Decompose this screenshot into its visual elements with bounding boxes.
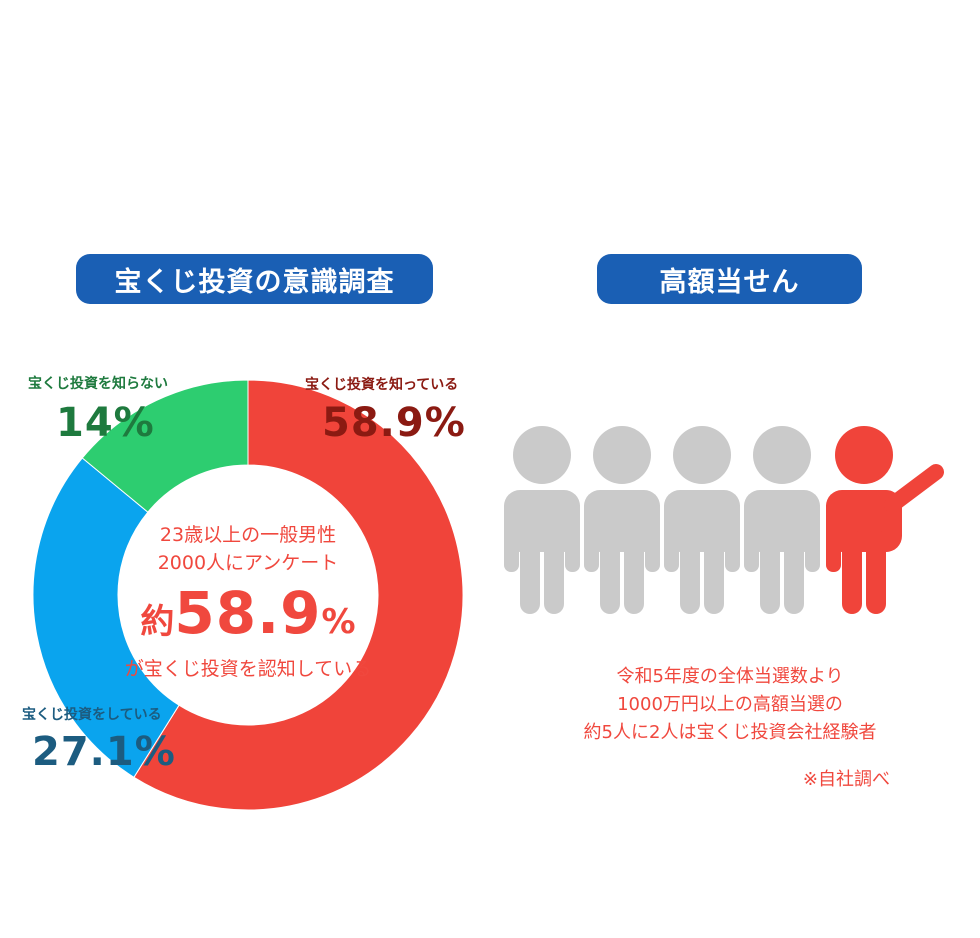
slice-label-doesnt-know: 宝くじ投資を知らない [28, 376, 168, 392]
winners-title: 高額当せん [659, 266, 800, 298]
slice-value-knows: 58.9% [322, 400, 466, 446]
center-prefix: 約 [140, 602, 175, 642]
winners-title-badge: 高額当せん [597, 254, 862, 304]
survey-title: 宝くじ投資の意識調査 [114, 266, 395, 298]
person-icon [504, 426, 580, 614]
winners-line-3: 約5人に2人は宝くじ投資会社経験者 [583, 722, 877, 743]
slice-label-invests: 宝くじ投資をしている [22, 707, 162, 723]
slice-label-knows: 宝くじ投資を知っている [305, 377, 459, 393]
person-raising-hand-icon [826, 426, 944, 614]
source-note: ※自社調べ [802, 769, 890, 790]
person-icon [664, 426, 740, 614]
center-caption: が宝くじ投資を認知している [124, 658, 372, 680]
donut-hole [118, 465, 378, 725]
center-unit: % [321, 602, 356, 642]
center-subtitle-2: 2000人にアンケート [157, 552, 339, 574]
winners-line-1: 令和5年度の全体当選数より [616, 666, 844, 687]
slice-value-invests: 27.1% [32, 729, 176, 775]
center-highlight: 約58.9% [98, 584, 398, 642]
slice-value-doesnt-know: 14% [56, 400, 155, 446]
survey-title-badge: 宝くじ投資の意識調査 [76, 254, 433, 304]
center-big-value: 58.9 [174, 579, 322, 647]
winners-line-2: 1000万円以上の高額当選の [617, 694, 843, 715]
person-icon [584, 426, 660, 614]
person-icon [744, 426, 820, 614]
center-subtitle-1: 23歳以上の一般男性 [159, 524, 337, 546]
